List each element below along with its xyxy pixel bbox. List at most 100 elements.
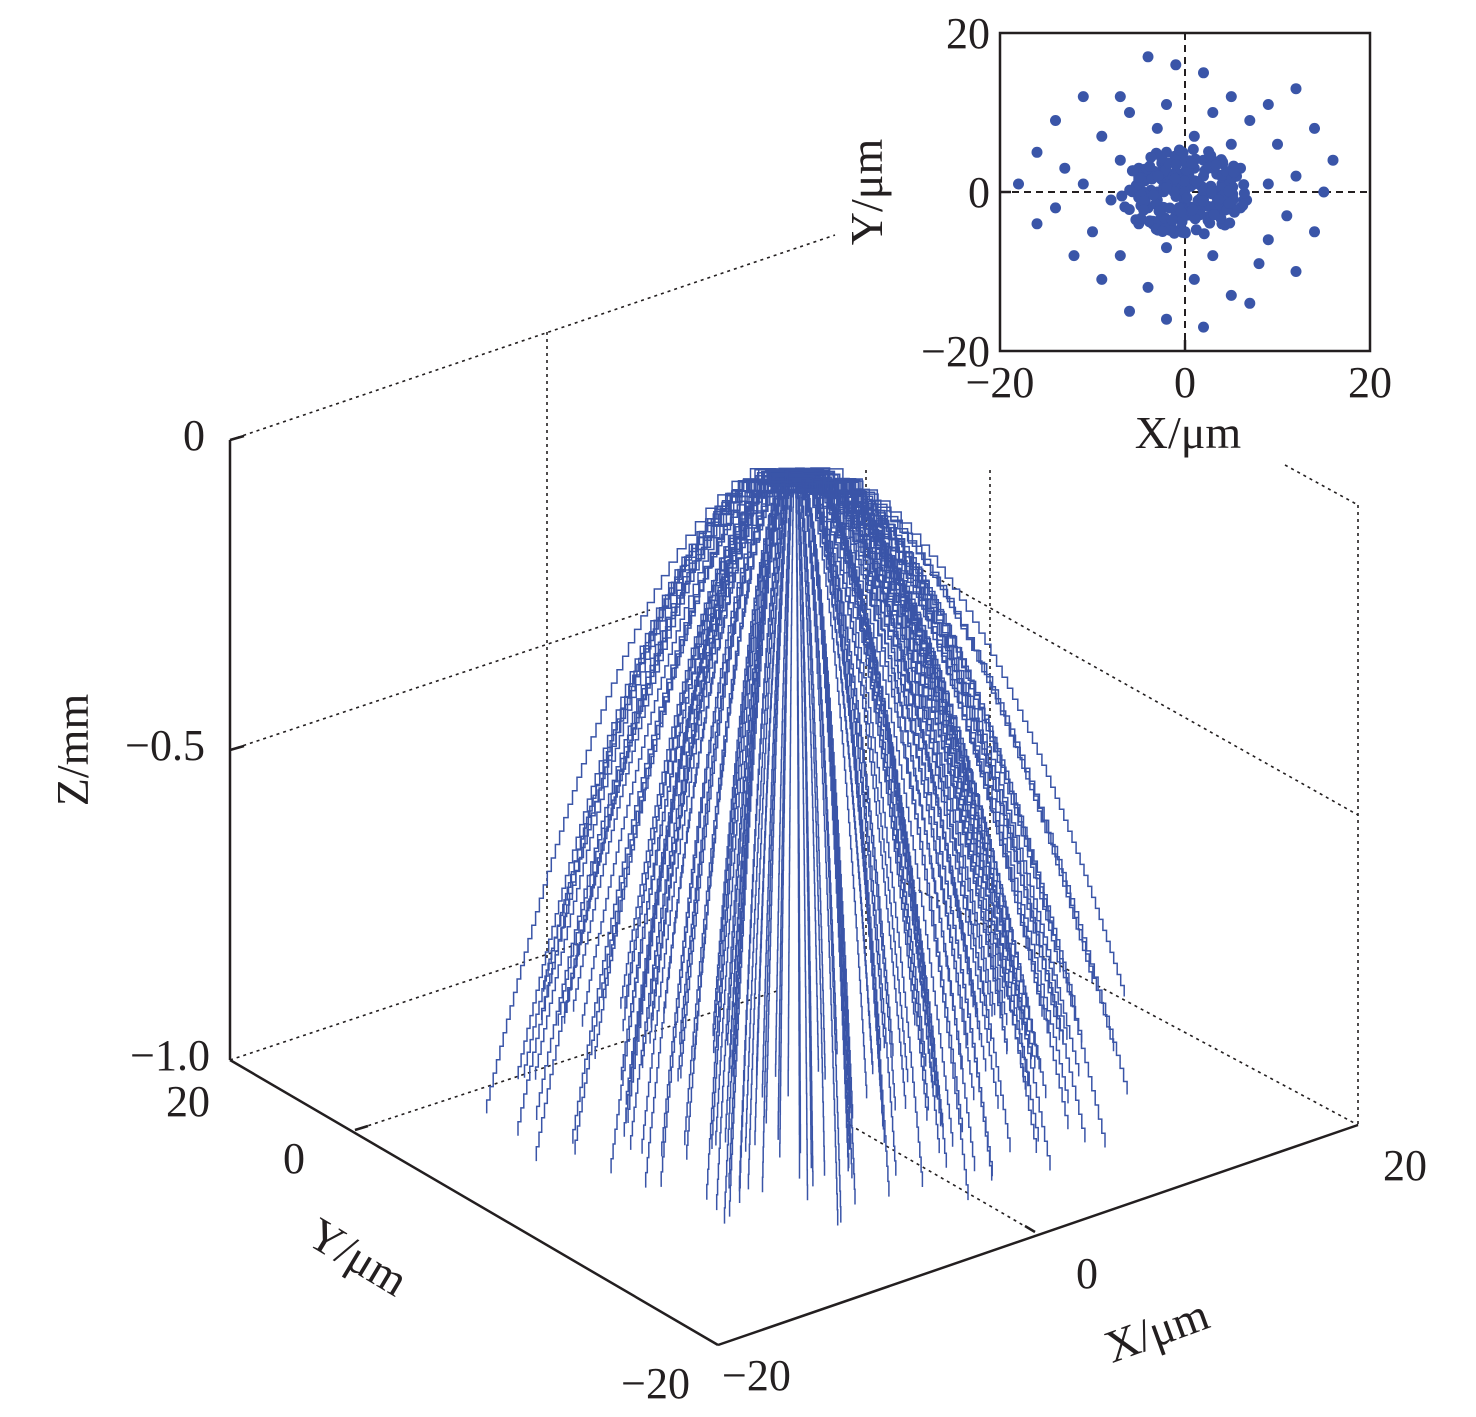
trajectory-line (784, 479, 969, 1046)
trajectory-line (761, 476, 821, 1098)
inset-point (1077, 91, 1089, 103)
inset-point (1161, 242, 1172, 254)
inset-point (1187, 143, 1199, 155)
inset-x-tick-20: 20 (1348, 358, 1392, 407)
trajectory-line (776, 470, 969, 1201)
x-tick-label-neg20: −20 (722, 1351, 791, 1400)
inset-point (1262, 178, 1274, 190)
trajectory-line (644, 470, 814, 1188)
inset-point (1290, 266, 1302, 277)
x-axis-line (717, 1123, 1359, 1347)
trajectory-line (810, 478, 1029, 1009)
trajectory-line (726, 478, 787, 1046)
trajectory-line (776, 476, 928, 1121)
trajectory-line (819, 473, 1106, 1148)
trajectory-line (572, 474, 808, 1144)
inset-point (1186, 158, 1198, 169)
trajectory-line (627, 480, 782, 1123)
trajectory-line (602, 468, 785, 1001)
inset-point (1031, 146, 1043, 158)
inset-point (1059, 162, 1071, 174)
y-axis-label: Y/μm (299, 1207, 417, 1306)
inset-point (1253, 258, 1265, 270)
trajectory-line (800, 474, 839, 1226)
trajectory-line (804, 480, 868, 1099)
inset-point (1177, 147, 1189, 159)
inset-point (1207, 107, 1219, 118)
z-axis-tick-mid (229, 744, 245, 752)
trajectory-line (807, 468, 936, 1051)
x-axis-label: X/μm (1098, 1288, 1216, 1372)
inset-point (1138, 195, 1150, 207)
trajectory-line (775, 476, 813, 1128)
trajectory-line (795, 472, 882, 1093)
x-axis-tick-0 (1024, 1224, 1036, 1234)
inset-point (1142, 281, 1154, 293)
inset-point (1096, 273, 1108, 285)
trajectory-line (800, 479, 882, 1051)
trajectory-line (818, 469, 963, 1069)
inset-y-label: Y/μm (841, 139, 892, 246)
inset-point (1238, 187, 1250, 199)
trajectory-line (650, 475, 776, 1028)
inset-point (1077, 178, 1089, 190)
inset-point (1204, 217, 1216, 229)
trajectory-line (715, 481, 785, 1146)
inset-point (1290, 170, 1302, 182)
trajectory-bundle (485, 467, 1128, 1226)
grid-right-z-mid (904, 559, 1359, 816)
inset-point (1210, 159, 1222, 171)
inset-point (1225, 289, 1237, 301)
inset-point (1197, 195, 1209, 207)
trajectory-line (798, 479, 826, 1080)
inset-point (1205, 150, 1217, 161)
trajectory-line (535, 480, 793, 1120)
trajectory-line (800, 478, 993, 1017)
trajectory-line (769, 468, 909, 1083)
trajectory-line (773, 481, 948, 1168)
inset-point (1198, 228, 1210, 240)
trajectory-line (594, 479, 792, 1059)
trajectory-line (795, 482, 993, 1181)
trajectory-line (780, 479, 846, 1043)
trajectory-line (680, 471, 824, 1079)
grid-floor-y0 (354, 989, 781, 1131)
inset-point (1114, 250, 1126, 262)
trajectory-line (610, 469, 770, 1174)
inset-x-tick-neg20: −20 (966, 358, 1035, 407)
inset-point (1198, 321, 1209, 333)
inset-point (1188, 130, 1200, 142)
inset-point (1050, 115, 1061, 126)
trajectory-line (814, 469, 1030, 1086)
trajectory-line (581, 470, 780, 1027)
inset-point (1223, 185, 1235, 197)
inset-x-tick-0: 0 (1174, 358, 1196, 407)
trajectory-line (684, 473, 785, 1146)
trajectory-line (797, 477, 974, 1008)
inset-point (1157, 226, 1169, 237)
trajectory-line (800, 481, 954, 1147)
trajectory-line (661, 481, 811, 1157)
trajectory-line (810, 471, 907, 1109)
inset-point (1145, 151, 1157, 163)
inset-scatter: 20 0 −20 −20 0 20 X/μm Y/μm (841, 9, 1392, 458)
y-axis-line (229, 1058, 719, 1347)
inset-y-tick-neg20: −20 (921, 327, 990, 376)
trajectory-line (728, 476, 795, 1217)
trajectory-line (787, 479, 1008, 1052)
grid-right-z-bottom (899, 879, 1359, 1126)
inset-point (1031, 218, 1043, 230)
inset-point (1144, 215, 1156, 227)
inset-point (1290, 83, 1302, 95)
inset-point (1124, 305, 1135, 317)
inset-point (1238, 179, 1250, 191)
inset-point (1262, 234, 1274, 246)
z-tick-label-mid: −0.5 (125, 721, 205, 770)
inset-point (1175, 206, 1187, 218)
x-tick-label-20: 20 (1383, 1141, 1427, 1190)
trajectory-line (811, 478, 916, 1026)
inset-point (1147, 189, 1159, 201)
trajectory-line (784, 481, 1039, 1142)
inset-point (1170, 159, 1182, 171)
trajectory-line (738, 478, 788, 1192)
